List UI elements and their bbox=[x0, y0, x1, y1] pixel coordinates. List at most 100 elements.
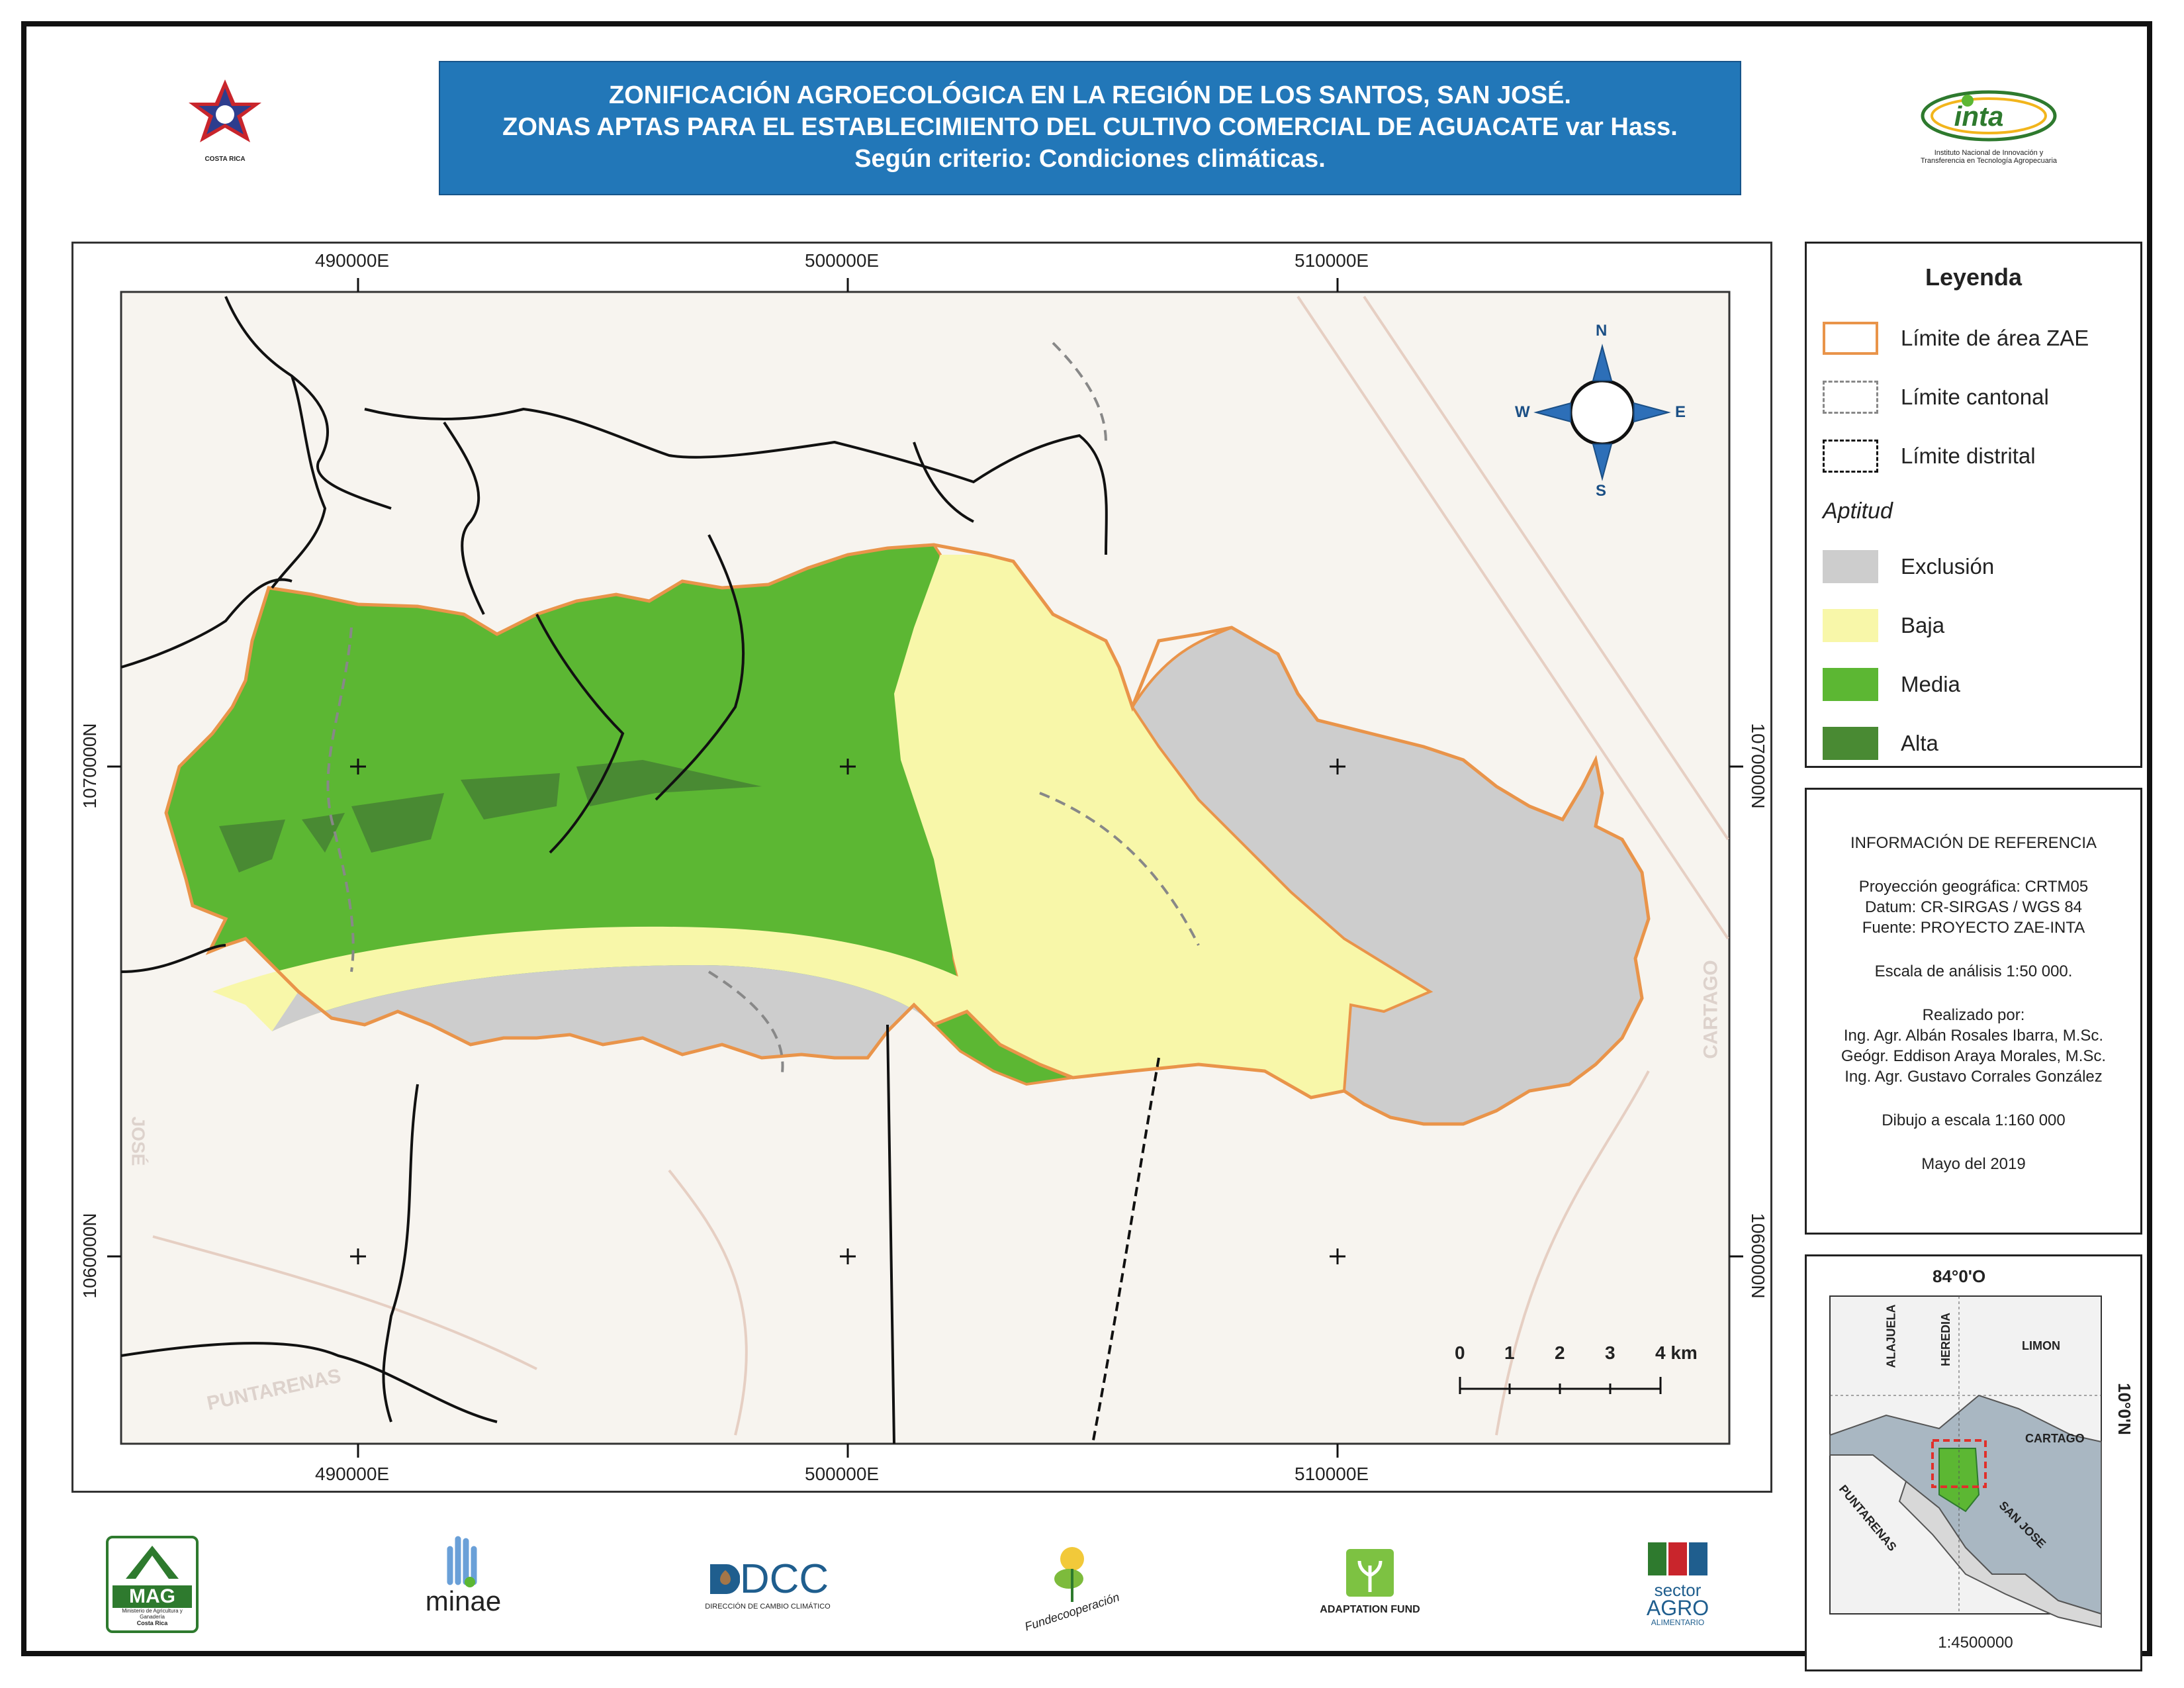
legend-label-distrito: Límite distrital bbox=[1901, 444, 2036, 468]
compass-e: E bbox=[1675, 403, 1686, 421]
label-cartago: CARTAGO bbox=[1700, 960, 1722, 1059]
info-author-2: Geógr. Eddison Araya Morales, M.Sc. bbox=[1841, 1047, 2107, 1065]
canton-swatch bbox=[1823, 381, 1878, 414]
minae-wordmark: minae bbox=[425, 1585, 502, 1617]
map-panel: N S E W 0 1 2 3 4 km 490000E 500000E 510… bbox=[71, 242, 1772, 1493]
locator-scale: 1:4500000 bbox=[1938, 1634, 2013, 1652]
locator-prov-heredia: HEREDIA bbox=[1939, 1312, 1953, 1367]
locator-map-panel: 84°0'O 10°0'N ALAJUELA HEREDIA LIMON CAR… bbox=[1805, 1254, 2142, 1671]
frame-ticks bbox=[107, 278, 1743, 1458]
locator-side-label: 10°0'N bbox=[2114, 1383, 2134, 1435]
title-line-3: Según criterio: Condiciones climáticas. bbox=[854, 145, 1326, 173]
legend-item-alta: Alta bbox=[1823, 727, 2134, 760]
fundecooperacion-plant-icon bbox=[1054, 1547, 1084, 1602]
adaptation-fund-logo: ADAPTATION FUND bbox=[1310, 1549, 1430, 1616]
district-boundaries bbox=[120, 296, 1160, 1444]
y-label-right-1: 1070000N bbox=[1748, 723, 1768, 809]
scale-tick-4: 4 km bbox=[1655, 1342, 1698, 1363]
map-frame bbox=[21, 21, 2152, 1656]
scale-tick-0: 0 bbox=[1455, 1342, 1465, 1363]
legend-title: Leyenda bbox=[1925, 263, 2023, 291]
map-canvas bbox=[107, 278, 1743, 1458]
dcc-wordmark: DCC bbox=[739, 1556, 829, 1602]
info-made-by: Realizado por: bbox=[1922, 1006, 2025, 1024]
adaptation-fund-leaf-icon bbox=[1346, 1549, 1394, 1597]
inta-caption-2: Transferencia en Tecnología Agropecuaria bbox=[1920, 157, 2058, 165]
sector-agro-word-2: AGRO bbox=[1646, 1596, 1709, 1620]
locator-top-label: 84°0'O bbox=[1933, 1266, 1986, 1286]
x-label-bottom-3: 510000E bbox=[1295, 1464, 1369, 1484]
mag-caption-1: Ministerio de Agricultura y Ganadería bbox=[122, 1608, 183, 1620]
scale-bar bbox=[1459, 1377, 1662, 1394]
baja-swatch bbox=[1823, 609, 1878, 642]
inta-ellipse-icon bbox=[1921, 90, 2057, 142]
x-label-top-1: 490000E bbox=[315, 250, 390, 271]
minae-logo: minae bbox=[390, 1529, 536, 1617]
legend-item-distrito: Límite distrital bbox=[1823, 440, 2134, 475]
y-label-left-2: 1060000N bbox=[79, 1213, 100, 1299]
star-logo-icon bbox=[189, 79, 261, 142]
info-heading: INFORMACIÓN DE REFERENCIA bbox=[1850, 834, 2097, 852]
graticule-crosses bbox=[350, 759, 1345, 1264]
mag-caption-2: Costa Rica bbox=[136, 1620, 168, 1626]
zone-alta bbox=[219, 760, 762, 872]
locator-prov-alajuela: ALAJUELA bbox=[1884, 1304, 1898, 1368]
x-label-bottom-2: 500000E bbox=[805, 1464, 880, 1484]
info-scale: Escala de análisis 1:50 000. bbox=[1874, 962, 2073, 980]
zae-swatch bbox=[1823, 322, 1878, 355]
locator-canvas bbox=[1829, 1295, 2102, 1628]
legend-item-exclusion: Exclusión bbox=[1823, 550, 2134, 586]
media-swatch bbox=[1823, 668, 1878, 701]
info-source: Fuente: PROYECTO ZAE-INTA bbox=[1862, 919, 2085, 937]
inta-wordmark: inta bbox=[1954, 101, 2004, 132]
legend-item-media: Media bbox=[1823, 668, 2134, 704]
legend-label-canton: Límite cantonal bbox=[1901, 385, 2049, 409]
legend-item-canton: Límite cantonal bbox=[1823, 381, 2134, 416]
info-projection: Proyección geográfica: CRTM05 bbox=[1858, 878, 2089, 896]
dcc-logo: DCC DIRECCIÓN DE CAMBIO CLIMÁTICO bbox=[688, 1556, 847, 1611]
zone-exclusion-south bbox=[272, 965, 934, 1058]
compass-s: S bbox=[1596, 482, 1607, 500]
legend-label-media: Media bbox=[1901, 672, 1960, 696]
info-datum: Datum: CR-SIRGAS / WGS 84 bbox=[1864, 898, 2083, 916]
scale-tick-2: 2 bbox=[1555, 1342, 1565, 1363]
locator-prov-cartago: CARTAGO bbox=[2025, 1432, 2085, 1445]
title-line-1: ZONIFICACIÓN AGROECOLÓGICA EN LA REGIÓN … bbox=[609, 81, 1571, 109]
canton-boundaries bbox=[326, 342, 1200, 1078]
alta-swatch bbox=[1823, 727, 1878, 760]
legend-label-alta: Alta bbox=[1901, 731, 1938, 755]
legend-panel: Leyenda Límite de área ZAE Límite canton… bbox=[1805, 242, 2142, 768]
locator-prov-limon: LIMON bbox=[2022, 1339, 2060, 1352]
x-label-bottom-1: 490000E bbox=[315, 1464, 390, 1484]
x-label-top-2: 500000E bbox=[805, 250, 880, 271]
y-label-right-2: 1060000N bbox=[1748, 1213, 1768, 1299]
label-san-jose: JOSÉ bbox=[128, 1116, 149, 1166]
legend-aptitud-title: Aptitud bbox=[1823, 498, 1893, 524]
background-roads bbox=[152, 295, 1729, 1436]
scale-tick-1: 1 bbox=[1504, 1342, 1515, 1363]
info-author-1: Ing. Agr. Albán Rosales Ibarra, M.Sc. bbox=[1843, 1027, 2104, 1045]
exclusion-swatch bbox=[1823, 550, 1878, 583]
legend-item-zae: Límite de área ZAE bbox=[1823, 322, 2134, 357]
info-date: Mayo del 2019 bbox=[1921, 1155, 2026, 1173]
sector-agro-tiles-icon bbox=[1648, 1542, 1707, 1575]
mag-wordmark: MAG bbox=[113, 1585, 192, 1608]
legend-label-zae: Límite de área ZAE bbox=[1901, 326, 2089, 350]
inta-logo: inta Instituto Nacional de Innovación y … bbox=[1906, 86, 2071, 179]
info-drawing-scale: Dibujo a escala 1:160 000 bbox=[1882, 1111, 2066, 1129]
compass-n: N bbox=[1596, 322, 1608, 340]
sector-agro-word-3: ALIMENTARIO bbox=[1651, 1618, 1705, 1627]
costa-rica-logo-text: COSTA RICA bbox=[205, 156, 246, 163]
title-line-2: ZONAS APTAS PARA EL ESTABLECIMIENTO DEL … bbox=[502, 113, 1678, 141]
north-arrow-icon bbox=[1533, 344, 1671, 481]
minae-hand-icon bbox=[447, 1536, 477, 1587]
legend-item-baja: Baja bbox=[1823, 609, 2134, 645]
scale-tick-3: 3 bbox=[1605, 1342, 1615, 1363]
info-author-3: Ing. Agr. Gustavo Corrales González bbox=[1844, 1068, 2103, 1086]
map-title: ZONIFICACIÓN AGROECOLÓGICA EN LA REGIÓN … bbox=[439, 61, 1741, 195]
olympic-committee-logo: COSTA RICA bbox=[179, 76, 271, 175]
reference-info-panel: INFORMACIÓN DE REFERENCIA Proyección geo… bbox=[1805, 788, 2142, 1235]
sector-agro-word-1: sector bbox=[1654, 1580, 1702, 1600]
mag-emblem-icon bbox=[126, 1546, 179, 1579]
sector-agro-logo: sector AGRO ALIMENTARIO bbox=[1625, 1539, 1731, 1627]
